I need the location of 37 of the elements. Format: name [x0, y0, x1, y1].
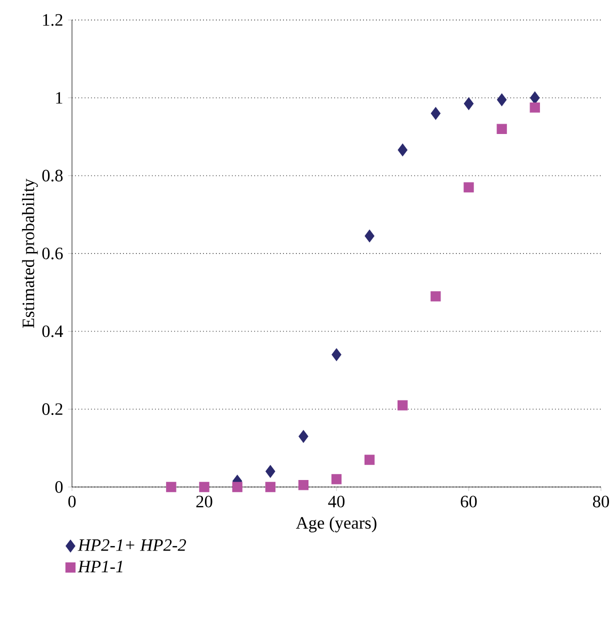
legend-label: HP1-1 [78, 560, 122, 572]
point [298, 430, 308, 443]
point [166, 482, 176, 492]
point [464, 182, 474, 192]
y-tick-label: 0.2 [42, 403, 62, 416]
point [364, 230, 374, 242]
point [266, 465, 276, 478]
y-tick-label: 0.6 [42, 248, 63, 260]
x-tick-label: 0 [68, 496, 76, 508]
point [398, 144, 408, 156]
x-axis-title: Age (years) [296, 516, 376, 532]
point [332, 348, 342, 362]
point [298, 480, 308, 490]
point [398, 400, 408, 410]
point [232, 482, 242, 492]
x-tick-label: 20 [196, 496, 212, 508]
x-tick-label: 80 [592, 496, 609, 508]
y-tick-label: 1.2 [43, 14, 62, 26]
point [530, 102, 540, 113]
y-tick-label: 0.4 [42, 325, 64, 338]
point [530, 91, 540, 104]
legend-label: HP2-1+ HP2-2 [78, 539, 186, 551]
point [496, 124, 507, 134]
y-axis-title: Estimated probability [22, 178, 38, 328]
point [430, 291, 441, 302]
point [331, 474, 342, 484]
point [199, 482, 210, 492]
point [496, 93, 507, 106]
y-tick-label: 1 [56, 92, 62, 104]
point [430, 106, 441, 120]
y-tick-label: 0.8 [42, 170, 63, 182]
x-tick-label: 60 [460, 496, 477, 508]
point [265, 482, 276, 492]
point [464, 97, 474, 110]
point [364, 454, 375, 465]
x-tick-label: 40 [328, 496, 344, 508]
y-tick-label: 0 [55, 481, 63, 493]
